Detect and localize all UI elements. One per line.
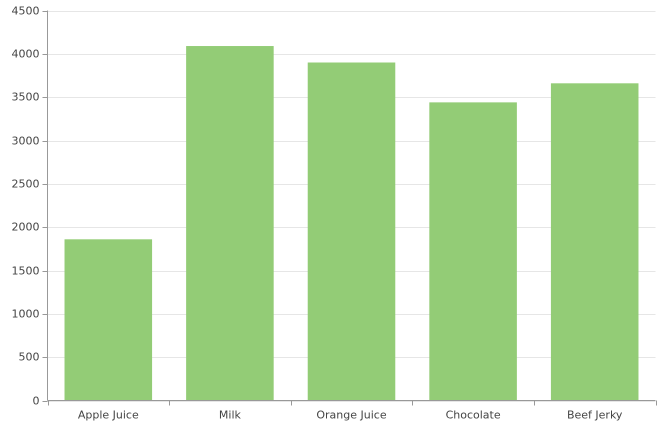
bar — [550, 83, 639, 401]
x-tick-label: Apple Juice — [78, 409, 139, 422]
y-tick-label: 0 — [33, 395, 40, 408]
x-tick-label: Chocolate — [446, 409, 501, 422]
y-tick-label: 3500 — [12, 91, 40, 104]
y-tick-label: 500 — [19, 351, 40, 364]
y-tick-label: 3000 — [12, 135, 40, 148]
x-tick-label: Milk — [219, 409, 242, 422]
y-tick-label: 1500 — [12, 265, 40, 278]
bar — [186, 46, 274, 401]
x-tick-label: Orange Juice — [316, 409, 386, 422]
y-tick-label: 1000 — [12, 308, 40, 321]
y-tick-label: 2500 — [12, 178, 40, 191]
y-tick-label: 4500 — [12, 5, 40, 18]
x-tick-label: Beef Jerky — [567, 409, 623, 422]
bar — [64, 239, 153, 401]
y-tick-label: 4000 — [12, 48, 40, 61]
y-tick-label: 2000 — [12, 221, 40, 234]
bar — [429, 102, 517, 401]
bar — [307, 62, 396, 401]
